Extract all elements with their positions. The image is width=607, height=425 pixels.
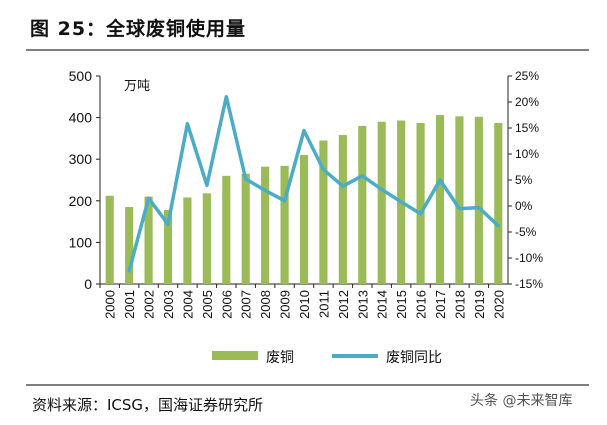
- line-point: [302, 129, 306, 133]
- line-point: [321, 168, 325, 172]
- x-tick-label: 2002: [142, 290, 157, 319]
- line-point: [399, 200, 403, 204]
- x-tick-label: 2000: [103, 290, 118, 319]
- watermark: 头条 @未来智库: [470, 393, 573, 409]
- y-tick-label: 0: [84, 276, 92, 292]
- y2-tick-label: 10%: [515, 147, 539, 161]
- x-tick-label: 2001: [122, 290, 137, 319]
- legend-swatch-bar: [212, 351, 258, 360]
- line-point: [224, 95, 228, 99]
- y-tick-label: 500: [69, 68, 93, 84]
- y2-tick-label: 25%: [515, 69, 539, 83]
- figure-title: 图 25：全球废铜使用量: [30, 18, 247, 40]
- top-rule: [26, 49, 589, 51]
- x-tick-label: 2016: [414, 290, 429, 319]
- bar: [202, 193, 211, 284]
- x-tick-label: 2015: [394, 290, 409, 319]
- line-point: [360, 174, 364, 178]
- unit-label: 万吨: [124, 79, 150, 94]
- x-tick-label: 2004: [180, 290, 195, 319]
- line-point: [457, 207, 461, 211]
- x-tick-label: 2008: [258, 290, 273, 319]
- line-point: [419, 212, 423, 216]
- x-tick-label: 2009: [278, 290, 293, 319]
- bar: [183, 197, 192, 284]
- bar: [358, 125, 367, 284]
- x-tick-label: 2007: [239, 290, 254, 319]
- bar: [494, 123, 503, 285]
- chart: 0 100 200 300 400 500 -15% -10% -5% 0% 5% 10% 15% 20%…: [69, 68, 544, 366]
- line-point: [283, 199, 287, 203]
- bottom-rule: [26, 384, 589, 386]
- line-point: [147, 196, 151, 200]
- y2-tick-label: 20%: [515, 95, 539, 109]
- x-tick-label: 2014: [375, 290, 390, 319]
- bar: [474, 116, 483, 284]
- y-tick-label: 100: [69, 234, 93, 250]
- legend-label-line: 废铜同比: [386, 350, 442, 366]
- x-tick-label: 2018: [452, 290, 467, 319]
- y-tick-label: 400: [69, 110, 93, 126]
- line-point: [477, 206, 481, 210]
- x-tick-label: 2003: [161, 290, 176, 319]
- line-point: [380, 187, 384, 191]
- line-point: [496, 224, 500, 228]
- bar: [261, 166, 270, 284]
- y-tick-label: 300: [69, 151, 93, 167]
- y2-tick-label: 0%: [515, 199, 533, 213]
- x-tick-label: 2012: [336, 290, 351, 319]
- bar: [241, 173, 250, 284]
- x-tick-label: 2019: [472, 290, 487, 319]
- bar: [455, 116, 464, 285]
- bar: [338, 135, 347, 284]
- bar: [222, 175, 231, 284]
- bar: [377, 121, 386, 284]
- bar: [416, 123, 425, 285]
- line-point: [341, 184, 345, 188]
- y2-tick-label: -5%: [515, 225, 537, 239]
- line-point: [205, 183, 209, 187]
- bar: [319, 140, 328, 284]
- bar: [125, 207, 134, 284]
- x-tick-label: 2010: [297, 290, 312, 319]
- y2-tick-label: -10%: [515, 251, 543, 265]
- line-point: [166, 222, 170, 226]
- x-tick-label: 2017: [433, 290, 448, 319]
- line-point: [244, 177, 248, 181]
- bar: [163, 209, 173, 284]
- y2-tick-label: -15%: [515, 277, 543, 291]
- x-tick-label: 2013: [355, 290, 370, 319]
- y2-tick-label: 15%: [515, 121, 539, 135]
- y-tick-label: 200: [69, 193, 93, 209]
- bar: [105, 195, 114, 284]
- x-tick-label: 2020: [491, 290, 506, 319]
- line-series: [127, 95, 500, 272]
- line-point: [127, 269, 131, 273]
- legend-label-bar: 废铜: [266, 350, 294, 366]
- bar: [299, 155, 309, 284]
- line-point: [263, 188, 267, 192]
- source-note: 资料来源：ICSG，国海证券研究所: [32, 396, 264, 414]
- line-point: [185, 122, 189, 126]
- bar: [435, 115, 445, 284]
- line-point: [438, 178, 442, 182]
- x-tick-label: 2006: [219, 290, 234, 319]
- y2-tick-label: 5%: [515, 173, 533, 187]
- bar: [280, 165, 289, 284]
- bar: [144, 196, 153, 284]
- x-tick-label: 2011: [316, 290, 331, 318]
- x-tick-label: 2005: [200, 290, 215, 319]
